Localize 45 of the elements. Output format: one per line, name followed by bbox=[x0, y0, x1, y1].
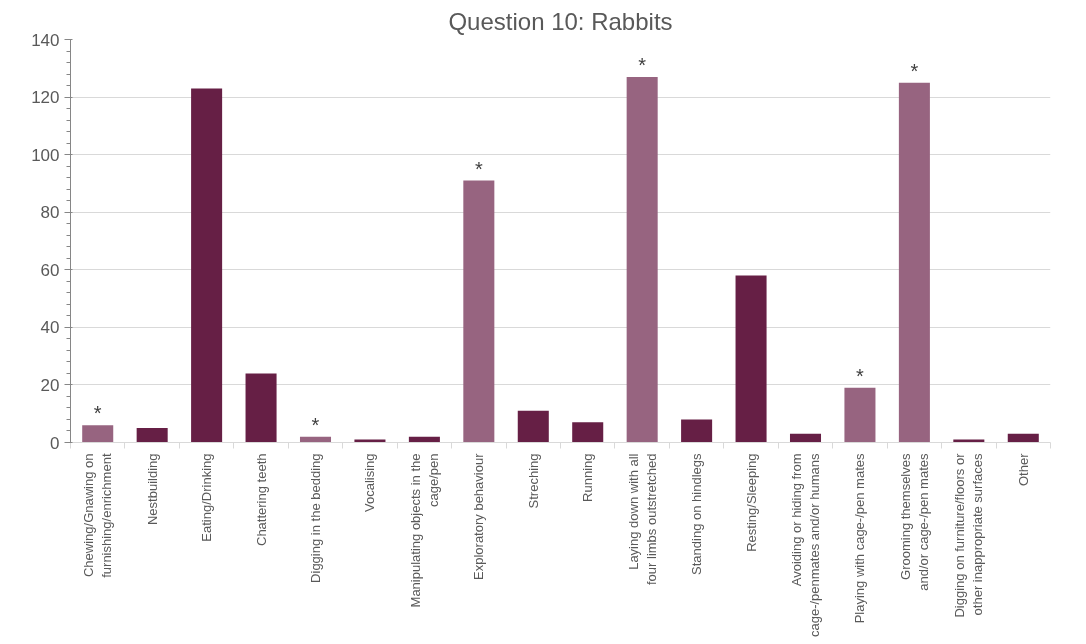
annotation: * bbox=[856, 364, 865, 387]
chart-title: Question 10: Rabbits bbox=[448, 7, 673, 35]
bar bbox=[735, 275, 767, 443]
x-tick-label: Standing on hindlegs bbox=[689, 453, 705, 575]
x-tick-label: Playing with cage-/pen mates bbox=[852, 453, 868, 624]
bar bbox=[789, 433, 822, 443]
x-tick-label: Resting/Sleeping bbox=[743, 453, 759, 552]
bar bbox=[82, 425, 114, 443]
x-tick-label: Streching bbox=[525, 453, 541, 509]
annotation: * bbox=[910, 59, 919, 82]
bar bbox=[844, 387, 876, 443]
y-tick-label: 40 bbox=[40, 318, 60, 338]
x-tick-label: Vocalising bbox=[362, 453, 378, 513]
bar bbox=[463, 180, 495, 443]
bar bbox=[517, 410, 549, 443]
bar bbox=[136, 428, 168, 443]
annotation: * bbox=[311, 413, 320, 436]
annotation: * bbox=[638, 53, 647, 76]
x-tick-label: Digging on furniture/floors or other inappropriate surfaces bbox=[952, 452, 986, 618]
bar bbox=[898, 82, 930, 443]
annotation: * bbox=[93, 402, 102, 425]
annotation: * bbox=[474, 157, 483, 180]
y-tick-label: 120 bbox=[31, 88, 60, 108]
y-tick-label: 140 bbox=[31, 30, 60, 50]
x-tick-label: Laying down with all four limbs outstretched bbox=[625, 453, 659, 585]
bar bbox=[572, 422, 604, 443]
x-tick-label: Manipulating objects in the cage/pen bbox=[407, 453, 441, 608]
x-tick-label: Eating/Drinking bbox=[199, 453, 215, 542]
bar bbox=[191, 88, 223, 443]
x-tick-label: Chewing/Gnawing on furnishing/enrichment bbox=[81, 453, 115, 578]
x-tick-label: Exploratory behaviour bbox=[471, 452, 487, 580]
x-tick-label: Chattering teeth bbox=[253, 453, 269, 546]
x-tick-label: Running bbox=[580, 453, 596, 502]
y-tick-label: 0 bbox=[50, 433, 60, 453]
x-tick-label: Other bbox=[1015, 452, 1031, 487]
bar bbox=[1007, 433, 1039, 443]
x-tick-label: Nestbuilding bbox=[144, 453, 160, 526]
bar bbox=[681, 419, 713, 443]
y-tick-label: 100 bbox=[31, 145, 60, 165]
y-tick-label: 80 bbox=[40, 203, 60, 223]
y-tick-label: 60 bbox=[40, 260, 60, 280]
y-tick-label: 20 bbox=[40, 375, 60, 395]
bar bbox=[245, 373, 277, 443]
x-tick-label: Digging in the bedding bbox=[308, 453, 323, 583]
bar bbox=[626, 76, 658, 443]
